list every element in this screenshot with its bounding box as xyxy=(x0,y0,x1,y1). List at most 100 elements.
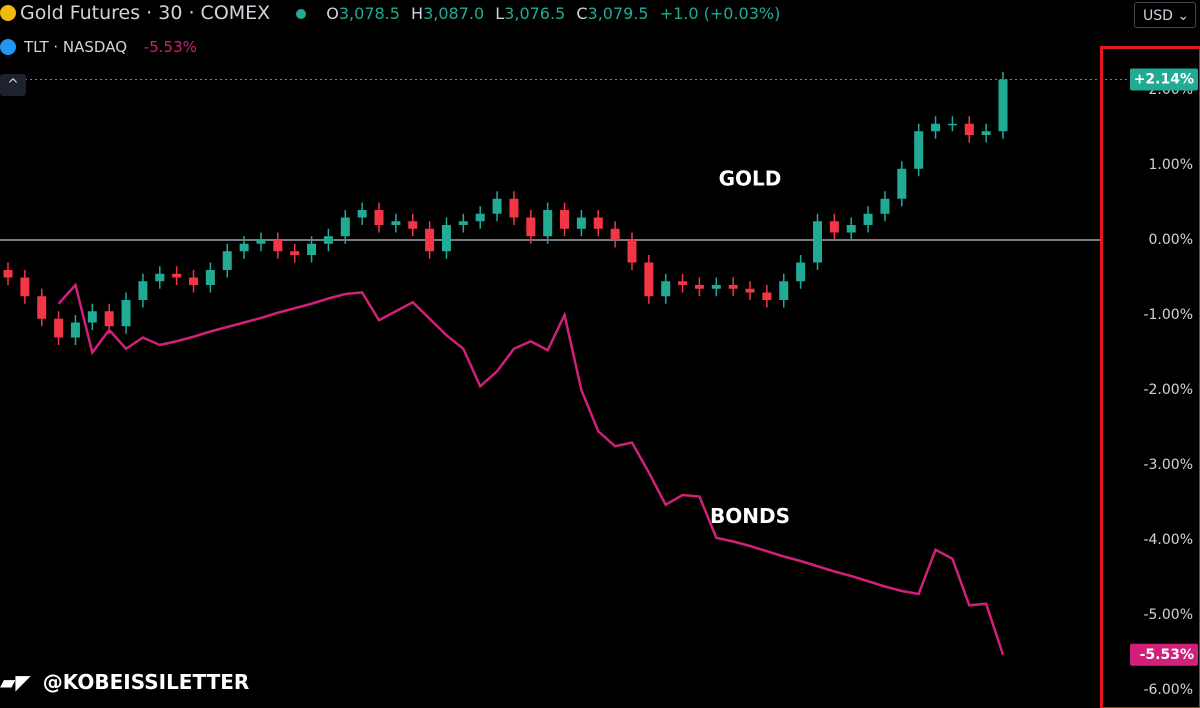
highlight-box xyxy=(1100,46,1200,708)
price-badge-label: +2.14% xyxy=(1134,72,1194,88)
candle-body xyxy=(307,243,317,255)
candle-body xyxy=(846,225,856,233)
candle-body xyxy=(627,240,637,263)
candle-body xyxy=(374,210,384,225)
candle-body xyxy=(138,281,148,300)
change: +1.0 (+0.03%) xyxy=(659,4,781,23)
candle-body xyxy=(745,288,755,293)
ohlc-key: O xyxy=(326,4,339,23)
ohlc-key: C xyxy=(576,4,588,23)
candle-body xyxy=(947,123,957,126)
annotation: GOLD xyxy=(719,167,782,191)
candle-body xyxy=(408,221,418,229)
currency-button[interactable]: USD ⌄ xyxy=(1134,2,1196,28)
candle-body xyxy=(37,296,47,319)
watermark-text: @KOBEISSILETTER xyxy=(42,670,250,694)
candle-body xyxy=(340,217,350,237)
ohlc-value: 3,087.0 xyxy=(423,4,485,23)
candle-body xyxy=(711,285,721,289)
y-tick-label: 0.00% xyxy=(1149,232,1193,248)
candle-body xyxy=(560,210,570,229)
y-tick-label: -5.00% xyxy=(1143,607,1193,623)
candle-body xyxy=(981,131,991,135)
status-dot xyxy=(296,9,307,19)
compare-change: -5.53% xyxy=(143,38,197,56)
y-tick-label: -6.00% xyxy=(1143,682,1193,698)
ohlc-key: L xyxy=(495,4,505,23)
annotation: BONDS xyxy=(710,504,790,528)
price-badge-label: -5.53% xyxy=(1140,647,1194,663)
symbol-name: Gold Futures · 30 · COMEX xyxy=(20,2,271,24)
candle-body xyxy=(458,221,468,225)
symbol-icon xyxy=(0,5,16,21)
candle-body xyxy=(812,221,822,263)
candle-body xyxy=(3,270,13,278)
compare-symbol: TLT · NASDAQ xyxy=(24,38,128,56)
candle-body xyxy=(576,217,586,229)
candle-body xyxy=(762,292,772,300)
y-tick-label: -3.00% xyxy=(1143,457,1193,473)
candle-body xyxy=(998,79,1008,132)
candle-body xyxy=(694,285,704,289)
y-tick-label: -4.00% xyxy=(1143,532,1193,548)
candle-body xyxy=(189,277,199,285)
candle-body xyxy=(104,311,114,327)
candle-body xyxy=(526,217,536,237)
line-series xyxy=(57,282,1005,656)
watermark: ▰◤ @KOBEISSILETTER xyxy=(0,670,250,694)
candle-body xyxy=(931,123,941,132)
candle-body xyxy=(20,277,30,297)
candle-body xyxy=(610,228,620,240)
currency: USD xyxy=(1143,8,1173,24)
y-tick-label: 1.00% xyxy=(1149,157,1193,173)
candle-body xyxy=(70,322,80,338)
collapse-button[interactable]: ^ xyxy=(0,74,26,96)
candle-body xyxy=(273,240,283,252)
candle-body xyxy=(222,251,232,270)
candle-body xyxy=(880,198,890,214)
candle-body xyxy=(796,262,806,282)
candle-body xyxy=(863,213,873,225)
candle-body xyxy=(914,131,924,169)
candle-body xyxy=(323,236,333,244)
candle-body xyxy=(728,285,738,289)
candle-body xyxy=(256,240,266,244)
candle-body xyxy=(87,311,97,323)
candle-body xyxy=(543,210,553,237)
candle-body xyxy=(593,217,603,229)
compare-legend[interactable]: TLT · NASDAQ -5.53% xyxy=(0,38,203,56)
price-badge xyxy=(1130,68,1198,91)
info-icon xyxy=(0,39,16,55)
ohlc-key: H xyxy=(411,4,424,23)
candle-body xyxy=(897,168,907,199)
candle-body xyxy=(441,225,451,252)
candle-body xyxy=(509,198,519,218)
candle-body xyxy=(357,210,367,218)
main-legend[interactable]: Gold Futures · 30 · COMEX O3,078.5 H3,08… xyxy=(0,2,792,24)
candle-body xyxy=(290,251,300,255)
candle-body xyxy=(425,228,435,252)
price-badge xyxy=(1130,643,1198,666)
candle-body xyxy=(678,281,688,285)
candle-body xyxy=(391,221,401,225)
candle-body xyxy=(172,273,182,278)
candle-body xyxy=(239,243,249,252)
y-tick-label: -1.00% xyxy=(1143,307,1193,323)
candle-body xyxy=(475,213,485,222)
ohlc-value: 3,079.5 xyxy=(587,4,649,23)
candle-body xyxy=(54,318,64,338)
candle-body xyxy=(155,273,165,282)
ohlc-value: 3,076.5 xyxy=(504,4,566,23)
candle-body xyxy=(661,281,671,297)
candle-body xyxy=(829,221,839,233)
candle-body xyxy=(964,123,974,135)
candle-body xyxy=(779,281,789,300)
candle-body xyxy=(205,270,215,285)
candle-body xyxy=(492,198,502,214)
ohlc-value: 3,078.5 xyxy=(338,4,400,23)
candle-body xyxy=(121,300,131,327)
y-tick-label: -2.00% xyxy=(1143,382,1193,398)
candle-body xyxy=(644,262,654,297)
